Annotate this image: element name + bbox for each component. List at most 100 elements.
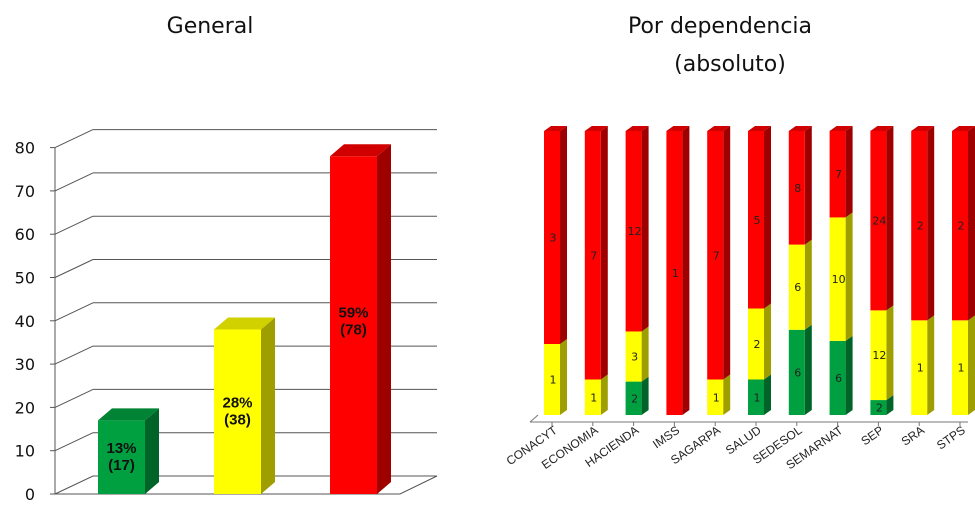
dep-bar-segment (544, 131, 560, 344)
dependency-chart-title: Por dependencia (627, 14, 813, 39)
dep-segment-data-label: 3 (550, 232, 557, 245)
dep-bar-segment-side (600, 126, 608, 380)
general-chart-title: General (166, 14, 254, 39)
dep-bar-segment (829, 217, 846, 341)
dep-bar-segment-side (682, 126, 690, 415)
dep-bar-segment (788, 244, 805, 330)
dep-bar-segment (829, 340, 846, 415)
general-y-tick-label: 80 (15, 139, 35, 158)
dep-bar-segment-side (723, 374, 731, 415)
dep-segment-data-label: 5 (754, 214, 761, 227)
general-y-tick-label: 70 (15, 182, 35, 201)
dep-bar-segment (911, 131, 928, 321)
general-bar (330, 156, 377, 494)
general-gridline (54, 302, 94, 322)
general-y-tick-label: 40 (15, 312, 35, 331)
dep-bar-segment (666, 131, 683, 415)
general-y-tick-label: 50 (15, 269, 35, 288)
dep-segment-data-label: 2 (917, 220, 924, 233)
dep-x-tick-label: STPS (934, 423, 968, 452)
general-bar-top (98, 408, 159, 421)
general-bar-data-label: (17) (108, 457, 135, 474)
dep-bar-segment-side (845, 126, 853, 218)
dep-bar-segment (748, 308, 764, 380)
dep-segment-data-label: 1 (550, 374, 557, 387)
general-bar (214, 329, 261, 494)
general-bar-top (330, 144, 391, 157)
general-y-tick-label: 60 (15, 225, 35, 244)
general-y-tick-label: 0 (25, 485, 35, 504)
dep-bar-segment-side (845, 212, 853, 341)
dep-bar-segment-side (723, 126, 731, 380)
dep-bar-segment (748, 379, 764, 415)
dep-bar-segment-side (886, 305, 894, 401)
dep-bar-segment-side (641, 126, 649, 332)
dep-bar-segment (829, 131, 846, 218)
dep-segment-data-label: 1 (672, 267, 679, 280)
dep-bar-segment (952, 131, 968, 321)
dep-segment-data-label: 2 (631, 392, 638, 405)
general-bar-side (261, 317, 275, 494)
dep-bar-segment-side (641, 326, 649, 382)
general-gridline (54, 172, 94, 192)
dep-bar-segment (544, 344, 560, 415)
dep-segment-data-label: 1 (754, 391, 761, 404)
general-bar-side (145, 408, 159, 494)
dep-bar-segment-side (886, 126, 894, 311)
dep-bar-segment-top (788, 126, 812, 131)
general-gridline (54, 345, 94, 365)
dep-bar-segment (911, 320, 928, 415)
dep-bar-segment-top (584, 126, 608, 131)
dep-bar-segment-side (600, 374, 608, 415)
dep-bar-segment (584, 379, 601, 415)
dep-segment-data-label: 7 (713, 249, 720, 262)
general-floor (54, 475, 438, 495)
dependency-stacked-chart: 13CONACYT17ECONOMIA2312HACIENDA1IMSS17SA… (504, 126, 975, 472)
dep-segment-data-label: 24 (872, 215, 886, 228)
dep-bar-segment (748, 131, 764, 309)
general-gridline (54, 215, 94, 235)
dep-bar-segment-side (641, 376, 649, 415)
general-gridline (54, 432, 94, 452)
general-gridline (54, 259, 94, 278)
dep-bar-segment (707, 131, 724, 380)
dep-x-axis (529, 414, 539, 423)
dep-segment-data-label: 8 (794, 182, 801, 195)
dep-segment-data-label: 6 (794, 366, 801, 379)
general-bar-top (214, 317, 275, 330)
dep-segment-data-label: 3 (631, 351, 638, 364)
general-bar-data-label: (38) (224, 412, 251, 429)
dep-segment-data-label: 1 (917, 362, 924, 375)
dep-bar-segment-top (625, 126, 649, 131)
general-bar-data-label: (78) (340, 321, 367, 338)
dep-bar-segment-top (707, 126, 731, 131)
dep-bar-segment (870, 310, 887, 401)
dep-bar-segment-top (952, 126, 975, 131)
dep-bar-segment-side (927, 126, 935, 321)
dep-bar-segment-top (748, 126, 771, 131)
general-gridline (54, 129, 94, 149)
dep-segment-data-label: 2 (958, 220, 965, 233)
general-bar-chart: 0 10 20 30 40 50 60 70 80 13%(17) 28%(38) 59%(78) (15, 129, 438, 504)
dep-bar-segment-top (666, 126, 690, 131)
dep-bar-segment (707, 379, 724, 415)
dep-bar-segment-side (927, 315, 935, 415)
general-bar-data-label: 59% (338, 304, 368, 321)
dep-bar-segment (788, 329, 805, 415)
dep-bar-segment-top (829, 126, 853, 131)
dep-bar-segment-side (764, 374, 771, 415)
dep-segment-data-label: 6 (794, 281, 801, 294)
dep-bar-segment-side (560, 339, 567, 415)
dep-bar-segment-side (764, 303, 771, 380)
dep-bar-segment (870, 400, 887, 415)
dep-bar-segment-side (886, 395, 894, 415)
dep-bar-segment (625, 381, 642, 415)
dep-segment-data-label: 12 (872, 349, 886, 362)
dep-bar-segment (870, 131, 887, 311)
dep-bar-segment (625, 331, 642, 382)
dep-bar-segment (584, 131, 601, 380)
dep-bar-segment-top (870, 126, 894, 131)
dep-bar-segment-side (968, 126, 975, 321)
general-bar-data-label: 28% (222, 395, 252, 412)
